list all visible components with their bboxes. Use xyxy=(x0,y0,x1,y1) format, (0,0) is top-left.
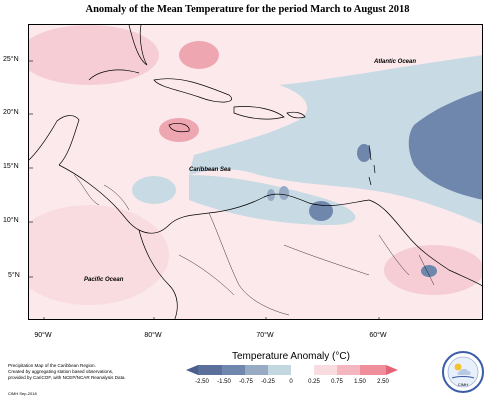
lon-label: 90°W xyxy=(34,332,52,339)
warm-anomaly-jamaica xyxy=(159,118,199,142)
cool-anomaly-atlantic xyxy=(189,55,482,225)
cool-spot-suriname xyxy=(421,265,437,277)
lat-label: 15°N xyxy=(3,163,19,170)
region-label-atlantic: Atlantic Ocean xyxy=(373,59,416,65)
legend-swatch xyxy=(291,365,314,375)
lon-label: 80°W xyxy=(144,332,162,339)
coastlines xyxy=(29,25,482,319)
footnote: Precipitation Map of the Caribbean Regio… xyxy=(8,363,168,381)
cool-spot-windwards xyxy=(357,144,371,162)
legend-swatch xyxy=(337,365,360,375)
lat-label: 20°N xyxy=(3,109,19,116)
logo-text: CIMH xyxy=(457,382,469,387)
lon-label: 60°W xyxy=(369,332,387,339)
legend-title: Temperature Anomaly (°C) xyxy=(232,351,350,362)
legend-tick: 2.50 xyxy=(377,379,389,385)
legend-tick: 0 xyxy=(289,379,293,385)
lon-label: 70°W xyxy=(256,332,274,339)
legend-arrow-high xyxy=(386,365,398,375)
legend-tick: -2.50 xyxy=(195,379,209,385)
legend-tick: -0.25 xyxy=(261,379,275,385)
legend-tick: 1.50 xyxy=(354,379,366,385)
footnote-line: provided by CariCOF, with NCEP/NCAR Rean… xyxy=(8,375,126,380)
anomaly-map: Atlantic Ocean Caribbean Sea Pacific Oce… xyxy=(29,25,482,319)
legend-swatch xyxy=(198,365,222,375)
legend-tick: 0.25 xyxy=(308,379,320,385)
region-label-pacific: Pacific Ocean xyxy=(84,277,124,283)
legend-swatch xyxy=(222,365,245,375)
region-label-caribbean: Caribbean Sea xyxy=(189,167,231,173)
warm-anomaly-nw xyxy=(29,25,159,85)
lat-label: 10°N xyxy=(3,217,19,224)
footnote-line: Created by aggregating station based obs… xyxy=(8,369,114,374)
lat-label: 5°N xyxy=(8,272,20,279)
strong-cool-anomaly-atlantic xyxy=(408,90,482,200)
map-title: Anomaly of the Mean Temperature for the … xyxy=(85,4,410,15)
credit: CIMH Sep-2018 xyxy=(8,391,37,396)
cimh-logo-icon xyxy=(442,351,484,393)
country-borders xyxy=(73,174,435,316)
legend-swatch xyxy=(360,365,386,375)
cool-spot-venezuela xyxy=(309,201,333,221)
legend-tick: 0.75 xyxy=(331,379,343,385)
legend-swatch xyxy=(245,365,268,375)
graticule-ticks xyxy=(29,60,380,319)
cool-spot-curacao xyxy=(279,186,289,200)
legend-arrow-low xyxy=(186,365,198,375)
footnote-line: Precipitation Map of the Caribbean Regio… xyxy=(8,363,96,368)
lat-label: 25°N xyxy=(3,56,19,63)
map-panel[interactable]: Atlantic Ocean Caribbean Sea Pacific Oce… xyxy=(28,24,483,320)
legend-swatch xyxy=(314,365,337,375)
warm-anomaly-bahamas xyxy=(179,41,219,69)
legend-colorbar xyxy=(186,365,398,375)
legend-tick: -1.50 xyxy=(217,379,231,385)
legend-tick: -0.75 xyxy=(239,379,253,385)
warm-anomaly-pacific xyxy=(29,205,169,305)
legend-swatch xyxy=(268,365,291,375)
cool-anomaly-west xyxy=(132,176,176,204)
